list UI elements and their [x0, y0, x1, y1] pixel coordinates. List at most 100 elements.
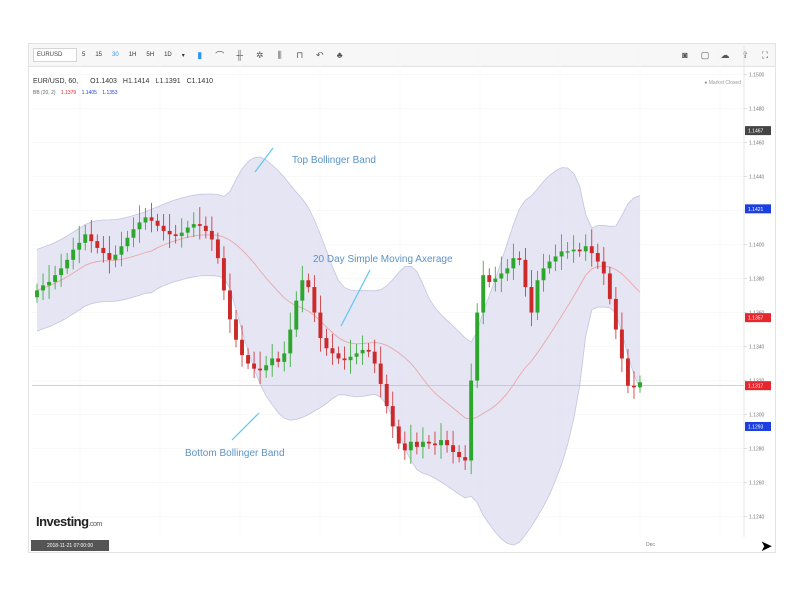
- candle-body: [41, 285, 45, 291]
- candle-body: [240, 339, 244, 356]
- candle-body: [523, 259, 528, 288]
- bb-label: BB (20, 2): [33, 90, 56, 96]
- cloud-upload-icon[interactable]: ⇪: [741, 49, 749, 60]
- candle-body: [252, 363, 257, 369]
- camera-icon[interactable]: ◙: [682, 50, 688, 60]
- candle-body: [101, 247, 106, 254]
- price-tag-text: 1.1357: [748, 316, 764, 322]
- bollinger-upper-line: [36, 156, 641, 343]
- candle-body: [113, 254, 118, 260]
- candle-body: [511, 258, 516, 269]
- x-axis-date-label: 2018-11-21 07:00:00: [31, 540, 109, 551]
- candle-body: [59, 268, 64, 276]
- candle-body: [589, 246, 594, 254]
- candle-body: [426, 441, 431, 444]
- symbol-text: EURUSD: [37, 52, 63, 58]
- candle-body: [408, 441, 413, 451]
- price-tick-label: 1.1440: [749, 175, 765, 181]
- timeframe-1d[interactable]: 1D: [164, 52, 172, 58]
- symbol-search-input[interactable]: EURUSD: [33, 48, 77, 62]
- candle-body: [481, 275, 486, 313]
- candle-body: [354, 353, 359, 357]
- price-tick-label: 1.1460: [749, 141, 765, 147]
- cloud-icon[interactable]: ☁: [720, 49, 730, 60]
- candle-body: [221, 258, 226, 291]
- candle-body: [553, 256, 558, 262]
- price-tick-label: 1.1480: [749, 107, 765, 113]
- candle-body: [276, 358, 281, 362]
- candle-body: [125, 237, 130, 247]
- candle-body: [493, 278, 498, 282]
- price-tag-1.1421: [745, 204, 771, 214]
- investing-logo: Investing.com: [36, 514, 102, 529]
- candle-body: [107, 253, 112, 260]
- candle-body: [258, 368, 263, 371]
- candles: [35, 202, 642, 475]
- sma-label: 20 Day Simple Moving Axerage: [313, 254, 453, 265]
- candle-body: [185, 227, 190, 233]
- candle-body: [65, 259, 70, 269]
- candle-body: [445, 440, 449, 446]
- candle-body: [294, 300, 299, 330]
- bollinger-lower-line: [36, 275, 641, 546]
- candle-body: [137, 222, 142, 230]
- layout-icon[interactable]: ▢: [700, 49, 710, 60]
- candle-body: [155, 220, 160, 226]
- sma-line: [36, 234, 641, 420]
- price-axis: 1.15001.14801.14601.14401.14201.14001.13…: [743, 46, 765, 537]
- price-tick-label: 1.1500: [749, 73, 765, 79]
- candle-body: [559, 251, 564, 257]
- timeframe-30[interactable]: 30: [112, 52, 119, 58]
- candle-body: [487, 275, 492, 282]
- candle-body: [420, 441, 425, 447]
- settings-icon[interactable]: ✲: [255, 49, 264, 60]
- candle-body: [35, 290, 39, 298]
- sma-annotation: 20 Day Simple Moving Axerage: [313, 254, 453, 327]
- top-band-annotation: Top Bollinger Band: [254, 147, 376, 173]
- price-tick-label: 1.1380: [749, 277, 765, 283]
- candle-body: [348, 356, 353, 361]
- candle-body: [161, 225, 166, 231]
- candle-body: [613, 298, 618, 330]
- price-tag-text: 1.1467: [748, 129, 764, 135]
- candle-body: [131, 229, 136, 238]
- candle-body: [414, 441, 419, 447]
- indicators-icon[interactable]: ⫼: [277, 49, 282, 60]
- bb-legend: BB (20, 2) 1.1379 1.1405 1.1353: [33, 90, 118, 96]
- fullscreen-icon[interactable]: ⛶: [761, 49, 769, 60]
- candle-body: [342, 358, 347, 361]
- candle-body: [529, 287, 534, 313]
- candle-body: [209, 230, 214, 240]
- mouse-cursor-icon: ➤: [760, 538, 773, 555]
- candle-body: [541, 268, 546, 281]
- price-tick-label: 1.1280: [749, 447, 765, 453]
- timeframe-dropdown[interactable]: ▾: [181, 52, 185, 59]
- bb-middle-value: 1.1379: [60, 90, 77, 96]
- timeframe-15[interactable]: 15: [95, 52, 103, 58]
- candle-body: [571, 249, 576, 252]
- candle-body: [203, 225, 208, 231]
- timeframe-5h[interactable]: 5H: [146, 52, 155, 58]
- line-chart-icon[interactable]: ⌒: [215, 50, 225, 61]
- close-value: C1.1410: [186, 78, 214, 85]
- candle-body: [475, 312, 480, 381]
- candle-body: [632, 385, 636, 388]
- low-value: L1.1391: [155, 78, 181, 85]
- timeframe-1h[interactable]: 1H: [128, 52, 137, 58]
- candle-body: [173, 234, 178, 237]
- candle-body: [499, 273, 504, 279]
- template-icon[interactable]: ⊓: [296, 49, 304, 60]
- candle-body: [95, 241, 100, 248]
- candle-body: [535, 280, 540, 313]
- drawing-icon[interactable]: ♣: [336, 50, 343, 60]
- candle-body: [77, 242, 82, 250]
- candle-body: [396, 426, 401, 444]
- candle-body: [149, 217, 154, 221]
- open-value: O1.1403: [90, 78, 117, 85]
- candles-icon[interactable]: ▮: [197, 49, 203, 60]
- bottom-band-label: Bottom Bollinger Band: [185, 448, 285, 459]
- candle-body: [71, 249, 76, 260]
- candle-body: [89, 234, 94, 242]
- timeframe-5[interactable]: 5: [82, 52, 86, 58]
- candle-body: [390, 406, 395, 427]
